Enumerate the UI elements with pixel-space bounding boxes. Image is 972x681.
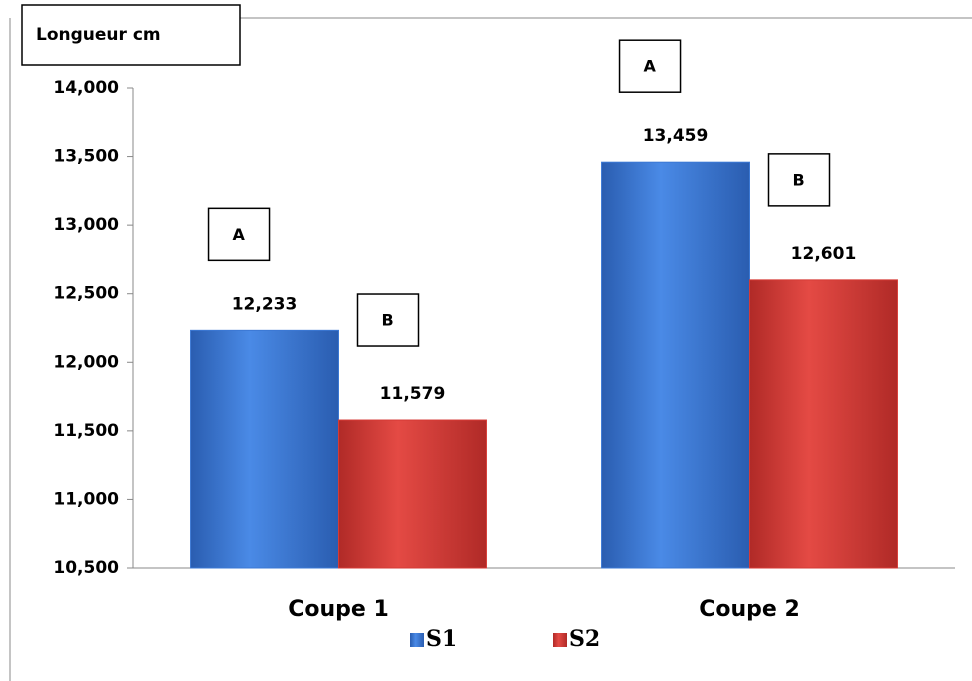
legend-label: S2 [569, 626, 600, 652]
value-label: 12,601 [791, 244, 857, 264]
bar [338, 419, 487, 569]
y-label-box [21, 4, 241, 66]
x-tick-label: Coupe 1 [288, 597, 389, 622]
legend-swatch [410, 633, 424, 647]
annotation-box [767, 153, 831, 207]
value-label: 11,579 [380, 384, 446, 404]
annotation: B [382, 311, 394, 330]
y-tick-label: 12,500 [53, 284, 119, 304]
annotation-box [207, 207, 271, 262]
value-label: 13,459 [643, 126, 709, 146]
annotation-box [356, 293, 420, 347]
bar [190, 329, 339, 569]
legend-label: S1 [426, 626, 457, 652]
y-tick-label: 11,000 [53, 489, 119, 509]
legend-swatch [553, 633, 567, 647]
bar [749, 279, 898, 569]
y-tick-label: 13,000 [53, 215, 119, 235]
annotation: A [233, 225, 246, 244]
y-axis-label: Longueur cm [36, 25, 161, 45]
bar [601, 161, 750, 569]
y-tick-label: 12,000 [53, 352, 119, 372]
y-tick-label: 14,000 [53, 78, 119, 98]
annotation: B [793, 170, 805, 189]
y-tick-label: 10,500 [53, 558, 119, 578]
value-label: 12,233 [232, 294, 298, 314]
x-tick-label: Coupe 2 [699, 597, 800, 622]
annotation-box [618, 39, 682, 93]
y-tick-label: 11,500 [53, 421, 119, 441]
y-tick-label: 13,500 [53, 147, 119, 167]
annotation: A [644, 57, 657, 76]
